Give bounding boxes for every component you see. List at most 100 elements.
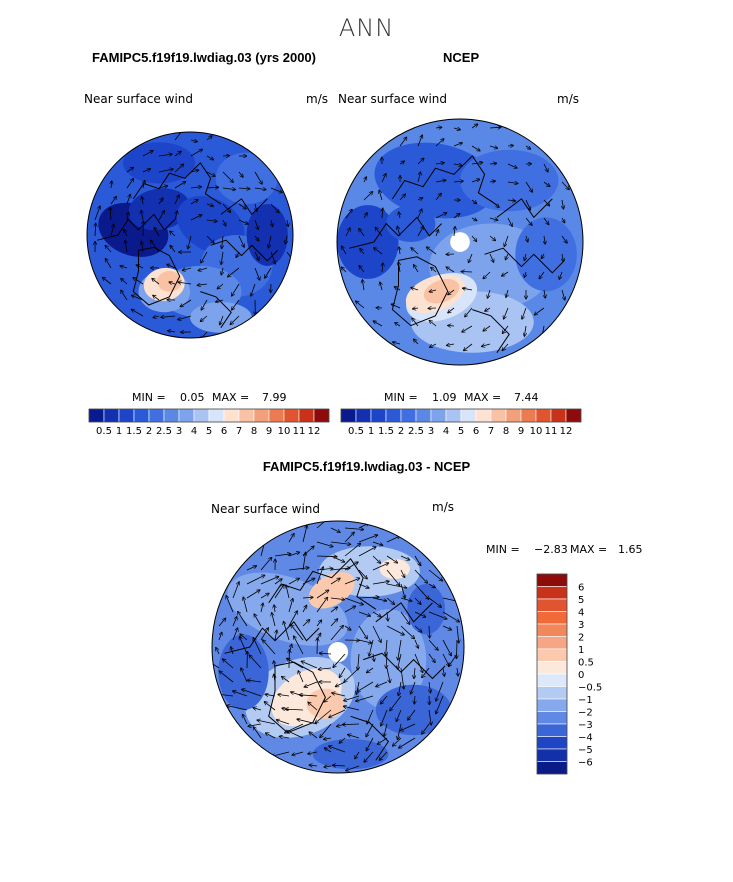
wind-vector: [502, 343, 509, 350]
wind-vector: [400, 597, 412, 601]
wind-vector: [238, 188, 250, 189]
wind-vector: [175, 211, 177, 221]
wind-vector: [524, 253, 526, 260]
wind-vector: [253, 708, 262, 710]
wind-vector: [541, 253, 544, 259]
wind-vector: [222, 171, 233, 182]
wind-vector: [220, 315, 224, 325]
wind-vector: [382, 208, 383, 219]
wind-vector: [489, 127, 501, 128]
wind-vector: [507, 163, 517, 168]
wind-vector: [394, 287, 401, 291]
wind-vector: [382, 263, 383, 273]
wind-vector: [254, 235, 259, 241]
colorbar-frame: [88, 408, 330, 423]
colorbar-cell: [565, 408, 582, 423]
colorbar-tick-label: 10: [278, 426, 291, 437]
contour-patch: [157, 271, 182, 292]
wind-vector: [428, 709, 431, 725]
wind-vector: [381, 174, 386, 183]
colorbar-panel-2: 0.5 1 1.5 2 2.5 3 4 5 6 7 8 9 10 11 12: [340, 408, 582, 437]
wind-vector: [158, 169, 173, 173]
wind-vector: [448, 289, 455, 295]
panel-2-min-value: 1.09: [432, 391, 457, 404]
wind-vector: [218, 618, 226, 627]
wind-vector: [454, 227, 455, 237]
wind-vector: [168, 331, 176, 332]
colorbar-cell: [536, 661, 568, 675]
wind-vector: [141, 210, 143, 221]
wind-vector: [453, 164, 462, 165]
colorbar-tick-label: 4: [578, 608, 584, 619]
panel-3-title: FAMIPC5.f19f19.lwdiag.03 - NCEP: [262, 459, 471, 474]
wind-vector: [376, 681, 388, 687]
wind-vector: [417, 209, 422, 219]
colorbar-cell: [385, 408, 402, 423]
wind-vector: [188, 235, 192, 249]
colorbar-cell: [536, 761, 568, 775]
wind-vector: [222, 188, 235, 190]
wind-vector: [358, 625, 367, 639]
wind-vector: [464, 343, 473, 351]
wind-vector: [190, 170, 199, 172]
panel-2-max-label: MAX =: [464, 391, 502, 404]
wind-vector: [246, 566, 256, 571]
wind-vector: [386, 653, 387, 668]
colorbar-cell: [238, 408, 255, 423]
wind-vector: [543, 217, 549, 225]
wind-vector: [302, 605, 307, 613]
wind-vector: [333, 653, 346, 667]
wind-vector: [274, 674, 275, 683]
wind-vector: [158, 211, 165, 221]
wind-vector: [251, 283, 256, 296]
wind-vector: [369, 639, 374, 656]
wind-vector: [330, 555, 345, 562]
wind-vector: [200, 315, 208, 321]
wind-vector: [428, 583, 435, 588]
wind-vector: [429, 625, 430, 638]
wind-vector: [483, 271, 491, 279]
wind-vector: [265, 267, 272, 278]
colorbar-tick-label: 1: [116, 426, 122, 437]
wind-vector: [158, 154, 172, 156]
colorbar-tick-label: 6: [473, 426, 479, 437]
wind-vector: [324, 766, 332, 767]
wind-vector: [489, 253, 494, 262]
wind-vector: [398, 653, 402, 669]
wind-vector: [524, 325, 526, 336]
wind-vector: [268, 235, 272, 248]
wind-vector: [386, 639, 387, 655]
wind-vector: [316, 567, 323, 585]
colorbar-cell: [370, 408, 387, 423]
wind-vector: [278, 694, 290, 696]
wind-vector: [152, 279, 160, 285]
colorbar-cell: [340, 408, 357, 423]
wind-vector: [471, 145, 480, 151]
wind-vector: [372, 581, 389, 585]
wind-vector: [288, 599, 293, 613]
wind-vector: [133, 278, 144, 285]
wind-vector: [110, 197, 116, 205]
wind-vector: [174, 151, 181, 157]
coastline: [363, 652, 446, 680]
wind-vector: [127, 212, 129, 221]
wind-vector: [257, 720, 276, 725]
wind-vector: [502, 325, 509, 333]
wind-vector: [372, 563, 389, 571]
colorbar-cell: [536, 748, 568, 762]
colorbar-cell: [208, 408, 225, 423]
wind-vector: [254, 614, 262, 627]
wind-vector: [363, 213, 367, 219]
wind-vector: [288, 534, 294, 543]
wind-vector: [400, 569, 405, 577]
wind-vector: [417, 135, 422, 147]
wind-vector: [287, 219, 288, 226]
wind-vector: [254, 188, 266, 190]
wind-vector: [379, 190, 383, 201]
wind-vector: [562, 253, 563, 262]
wind-vector: [274, 585, 284, 599]
wind-vector: [260, 628, 268, 641]
wind-vector: [170, 231, 176, 237]
wind-vector: [414, 639, 418, 648]
coastline: [97, 213, 175, 241]
